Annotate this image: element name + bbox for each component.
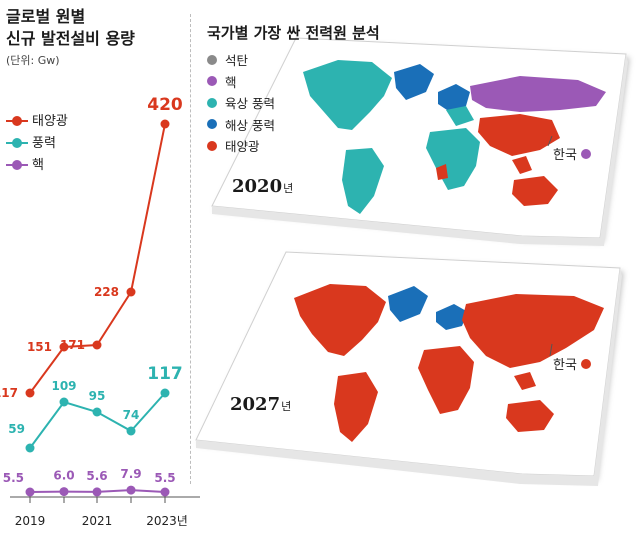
legend-label: 핵: [32, 157, 44, 173]
data-point: [25, 388, 35, 398]
world-maps-illustration: [195, 37, 628, 486]
map-year-label-2027: 2027년: [230, 394, 291, 415]
data-point: [126, 426, 136, 436]
data-point: [160, 487, 170, 497]
map-year-suffix-2020: 년: [283, 182, 294, 195]
korea-label-2020: 한국: [553, 144, 591, 163]
map-legend-item: 육상 풍력: [207, 92, 275, 114]
data-label: 95: [89, 389, 106, 403]
data-label: 117: [147, 364, 183, 384]
map-legend-item: 태양광: [207, 135, 275, 157]
data-point: [59, 342, 69, 352]
chart-unit: (단위: Gw): [6, 54, 60, 67]
map-legend-item: 해상 풍력: [207, 114, 275, 136]
chart-title: 글로벌 원별 신규 발전설비 용량: [6, 6, 135, 50]
map-legend-swatch: [207, 76, 217, 87]
data-point: [25, 487, 35, 497]
map-legend-item: 핵: [207, 71, 275, 93]
map-card-2020: [211, 37, 628, 246]
chart-title-line1: 글로벌 원별: [6, 7, 86, 26]
korea-label-2027: 한국: [553, 354, 591, 373]
korea-text-2027: 한국: [553, 358, 577, 373]
data-label: 171: [60, 338, 85, 352]
map-legend-label: 해상 풍력: [225, 117, 275, 133]
data-label: 117: [0, 386, 18, 400]
data-point: [92, 407, 102, 417]
map-year-2027: 2027: [230, 394, 281, 415]
map-year-label-2020: 2020년: [232, 176, 293, 197]
data-label: 5.5: [154, 471, 175, 485]
map-legend-swatch: [207, 97, 217, 108]
korea-dot-2027: [580, 358, 591, 369]
data-label: 5.5: [3, 471, 24, 485]
legend-label: 풍력: [32, 135, 56, 151]
legend-swatch: [6, 160, 28, 170]
legend-item: 풍력: [6, 132, 68, 154]
korea-text-2020: 한국: [553, 148, 577, 163]
section-divider: [190, 14, 191, 484]
data-label: 151: [27, 340, 52, 354]
data-point: [25, 443, 35, 453]
data-point: [160, 119, 170, 129]
x-tick-label: 2023년: [146, 514, 188, 528]
data-label: 420: [147, 95, 183, 115]
data-label: 5.6: [86, 469, 107, 483]
chart-title-line2: 신규 발전설비 용량: [6, 29, 135, 48]
data-point: [92, 487, 102, 497]
map-legend-swatch: [207, 54, 217, 65]
line-chart: 2019 2021 2023년 117 151 171 228 420 59 109 95 74 117…: [0, 95, 200, 528]
data-label: 59: [8, 422, 25, 436]
map-section-title: 국가별 가장 싼 전력원 분석: [207, 24, 380, 42]
map-legend-swatch: [207, 140, 217, 151]
map-legend-label: 태양광: [225, 139, 260, 155]
data-point: [59, 487, 69, 497]
map-legend-swatch: [207, 119, 217, 130]
map-legend-item: 석탄: [207, 49, 275, 71]
map-legend-label: 핵: [225, 74, 237, 90]
legend-swatch: [6, 138, 28, 148]
data-point: [126, 287, 136, 297]
map-year-2020: 2020: [232, 176, 283, 197]
x-tick-label: 2019: [15, 514, 46, 528]
data-point: [126, 485, 136, 495]
data-label: 109: [51, 379, 76, 393]
data-label: 6.0: [53, 469, 74, 483]
data-label: 7.9: [120, 467, 141, 481]
data-label: 228: [94, 285, 119, 299]
legend-label: 태양광: [32, 113, 68, 129]
data-point: [59, 397, 69, 407]
korea-dot-2020: [580, 148, 591, 159]
data-point: [92, 340, 102, 350]
map-legend-label: 석탄: [225, 53, 249, 69]
legend-item: 태양광: [6, 110, 68, 132]
data-label: 74: [123, 408, 140, 422]
map-year-suffix-2027: 년: [281, 400, 292, 413]
x-tick-label: 2021: [82, 514, 113, 528]
data-point: [160, 388, 170, 398]
legend-swatch: [6, 116, 28, 126]
map-card-2027: [195, 251, 622, 486]
map-legend-label: 육상 풍력: [225, 96, 275, 112]
legend-item: 핵: [6, 154, 68, 176]
